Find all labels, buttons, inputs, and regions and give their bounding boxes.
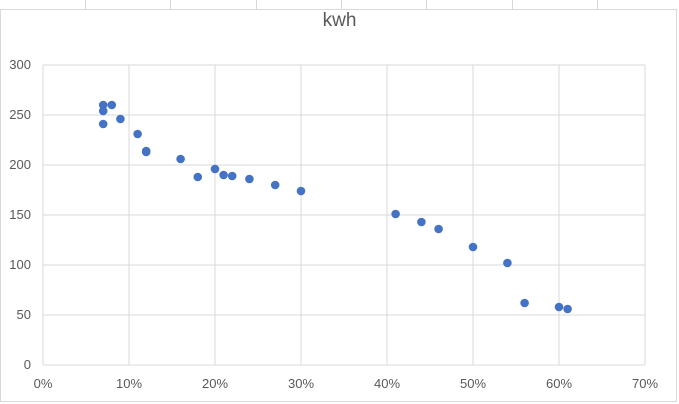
data-point[interactable] bbox=[176, 154, 185, 164]
y-tick-label: 100 bbox=[9, 257, 31, 272]
x-tick-label: 60% bbox=[546, 376, 572, 391]
sheet-gridline bbox=[512, 0, 513, 10]
sheet-gridline bbox=[170, 0, 171, 10]
data-point[interactable] bbox=[296, 186, 306, 196]
x-tick-label: 0% bbox=[34, 376, 53, 391]
data-point[interactable] bbox=[270, 180, 280, 190]
data-point[interactable] bbox=[219, 170, 228, 180]
sheet-gridline bbox=[597, 0, 598, 10]
x-tick-label: 50% bbox=[460, 376, 486, 391]
y-tick-label: 150 bbox=[9, 207, 31, 222]
data-point[interactable] bbox=[98, 100, 108, 110]
x-tick-label: 10% bbox=[116, 376, 142, 391]
data-point[interactable] bbox=[391, 209, 400, 219]
data-point[interactable] bbox=[107, 100, 117, 110]
y-tick-label: 50 bbox=[17, 307, 31, 322]
data-point[interactable] bbox=[98, 106, 108, 116]
x-tick-label: 30% bbox=[288, 376, 314, 391]
x-tick-label: 70% bbox=[632, 376, 658, 391]
data-point[interactable] bbox=[227, 171, 237, 181]
x-tick-label: 40% bbox=[374, 376, 400, 391]
data-points bbox=[98, 100, 572, 314]
gridlines bbox=[42, 64, 646, 366]
y-tick-label: 200 bbox=[9, 157, 31, 172]
sheet-gridline bbox=[341, 0, 342, 10]
x-axis-tick-labels: 0% 10% 20% 30% 40% 50% 60% 70% bbox=[34, 376, 659, 391]
data-point[interactable] bbox=[563, 304, 572, 314]
chart-title: kwh bbox=[322, 10, 357, 31]
data-point[interactable] bbox=[116, 114, 125, 124]
data-point[interactable] bbox=[133, 129, 142, 139]
y-axis-tick-labels: 0 50 100 150 200 250 300 bbox=[9, 57, 31, 372]
y-tick-label: 300 bbox=[9, 57, 31, 72]
data-point[interactable] bbox=[417, 217, 426, 227]
y-tick-label: 0 bbox=[24, 357, 31, 372]
data-point[interactable] bbox=[503, 258, 512, 268]
data-point[interactable] bbox=[98, 119, 108, 129]
sheet-gridline bbox=[426, 0, 427, 10]
x-tick-label: 20% bbox=[202, 376, 228, 391]
data-point[interactable] bbox=[245, 174, 254, 184]
data-point[interactable] bbox=[468, 242, 478, 252]
data-point[interactable] bbox=[554, 302, 564, 312]
chart-area[interactable] bbox=[0, 9, 677, 402]
data-point[interactable] bbox=[210, 164, 220, 174]
data-point[interactable] bbox=[434, 224, 443, 234]
data-point[interactable] bbox=[520, 298, 529, 308]
y-tick-label: 250 bbox=[9, 107, 31, 122]
data-point[interactable] bbox=[193, 172, 203, 182]
sheet-gridline bbox=[256, 0, 257, 10]
sheet-gridline bbox=[85, 0, 86, 10]
data-point[interactable] bbox=[141, 147, 151, 157]
